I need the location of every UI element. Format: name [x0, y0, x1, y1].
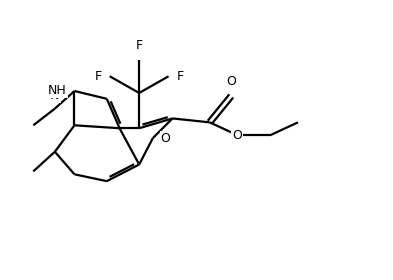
Text: O: O: [232, 129, 242, 142]
Text: N: N: [50, 89, 60, 102]
Text: NH: NH: [48, 85, 67, 97]
Text: F: F: [176, 70, 184, 83]
Text: O: O: [161, 132, 171, 144]
Text: O: O: [226, 75, 236, 88]
Text: F: F: [95, 70, 102, 83]
Text: F: F: [136, 39, 143, 52]
